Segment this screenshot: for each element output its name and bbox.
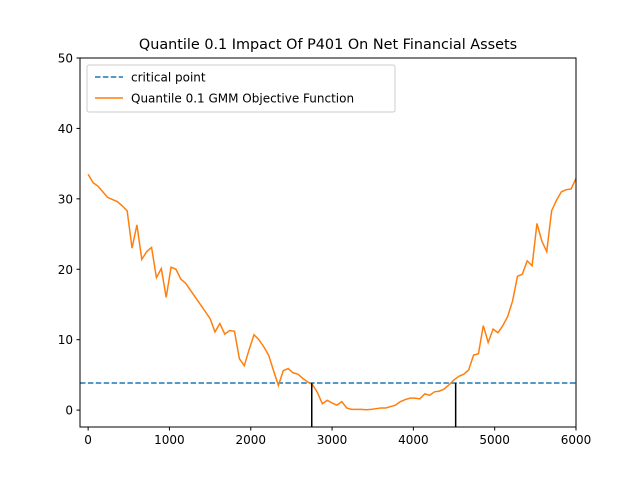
y-tick-label: 0 xyxy=(65,404,73,418)
x-tick-label: 0 xyxy=(84,433,92,447)
objective-line xyxy=(87,173,576,411)
y-tick-label: 30 xyxy=(58,192,73,206)
legend-label: Quantile 0.1 GMM Objective Function xyxy=(131,92,354,106)
y-tick-label: 40 xyxy=(58,122,73,136)
y-tick-label: 10 xyxy=(58,333,73,347)
x-tick-label: 4000 xyxy=(398,433,429,447)
legend: critical point Quantile 0.1 GMM Objective… xyxy=(86,64,396,113)
x-tick-label: 2000 xyxy=(235,433,266,447)
x-tick-label: 3000 xyxy=(317,433,348,447)
x-tick-label: 1000 xyxy=(154,433,185,447)
legend-box xyxy=(86,64,396,113)
x-tick-label: 6000 xyxy=(561,433,592,447)
x-tick-label: 5000 xyxy=(479,433,510,447)
y-tick-label: 50 xyxy=(58,52,73,66)
legend-label: critical point xyxy=(131,71,206,85)
axes-frame xyxy=(79,57,577,428)
chart-title: Quantile 0.1 Impact Of P401 On Net Finan… xyxy=(139,37,517,53)
y-tick-label: 20 xyxy=(58,263,73,277)
